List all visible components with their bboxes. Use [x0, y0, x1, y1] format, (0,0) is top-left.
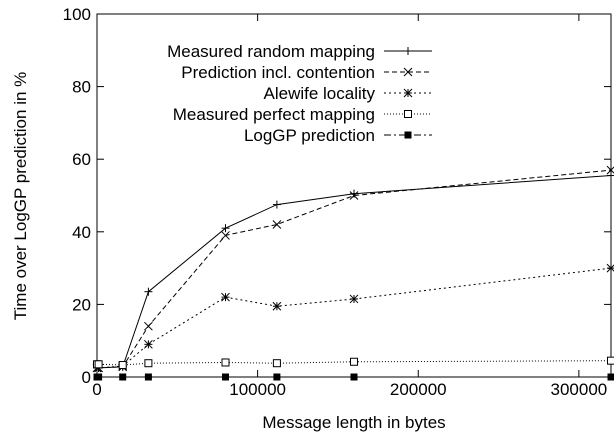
- y-axis-title: Time over LogGP prediction in %: [11, 72, 30, 321]
- x-tick-label: 200000: [390, 380, 447, 399]
- data-point-open-square: [272, 359, 281, 368]
- series: [92, 263, 614, 373]
- legend-label: LogGP prediction: [244, 126, 375, 145]
- series-group: [92, 165, 614, 381]
- data-point-open-square: [94, 360, 103, 369]
- legend: Measured random mapping Prediction incl. …: [167, 42, 432, 145]
- data-point-open-square: [350, 357, 358, 366]
- y-tick-label: 0: [82, 368, 91, 387]
- data-point-open-square: [144, 359, 153, 368]
- data-point-cross: [403, 67, 413, 77]
- data-point-filled-square: [144, 373, 152, 381]
- data-point-filled-square: [607, 373, 614, 381]
- legend-label: Alewife locality: [264, 84, 376, 103]
- legend-item: Prediction incl. contention: [181, 63, 432, 82]
- legend-label: Prediction incl. contention: [181, 63, 375, 82]
- data-point-plus: [272, 200, 281, 209]
- legend-item: Alewife locality: [264, 84, 432, 103]
- x-tick-label: 0: [92, 380, 101, 399]
- x-tick-label: 300000: [551, 380, 608, 399]
- series-line: [97, 267, 612, 369]
- data-point-star: [144, 339, 153, 349]
- series-line: [97, 360, 612, 366]
- y-tick-label: 40: [72, 223, 91, 242]
- legend-label: Measured perfect mapping: [173, 105, 375, 124]
- data-point-filled-square: [273, 373, 281, 381]
- data-point-cross: [144, 321, 153, 331]
- data-point-open-square: [404, 110, 412, 118]
- data-point-filled-square: [119, 373, 127, 381]
- legend-item: Measured random mapping: [167, 42, 432, 61]
- data-point-star: [403, 88, 413, 98]
- series-line: [97, 175, 612, 369]
- data-point-plus: [350, 189, 358, 198]
- data-point-filled-square: [95, 373, 103, 381]
- data-point-plus: [221, 224, 230, 233]
- series-line: [97, 169, 612, 369]
- y-tick-label: 20: [72, 295, 91, 314]
- data-point-star: [349, 294, 359, 304]
- series: [93, 171, 614, 372]
- data-point-cross: [221, 231, 230, 240]
- data-point-open-square: [118, 361, 127, 370]
- data-point-cross: [349, 191, 359, 200]
- y-tick-label: 100: [63, 5, 91, 24]
- data-point-open-square: [221, 358, 230, 367]
- data-point-filled-square: [222, 373, 229, 381]
- y-tick-label: 60: [72, 150, 91, 169]
- data-point-open-square: [607, 356, 614, 365]
- x-tick-label: 100000: [229, 380, 286, 399]
- legend-item: LogGP prediction: [244, 126, 432, 145]
- series: [93, 373, 614, 381]
- data-point-cross: [272, 220, 282, 229]
- data-point-filled-square: [404, 131, 412, 139]
- x-axis-title: Message length in bytes: [262, 413, 445, 432]
- data-point-filled-square: [350, 373, 358, 381]
- legend-label: Measured random mapping: [167, 42, 375, 61]
- data-point-plus: [404, 47, 412, 55]
- data-point-star: [221, 292, 230, 302]
- series: [93, 356, 614, 370]
- data-point-star: [606, 263, 614, 273]
- data-point-plus: [144, 287, 153, 296]
- data-point-star: [272, 301, 282, 311]
- legend-item: Measured perfect mapping: [173, 105, 432, 124]
- y-tick-label: 80: [72, 78, 91, 97]
